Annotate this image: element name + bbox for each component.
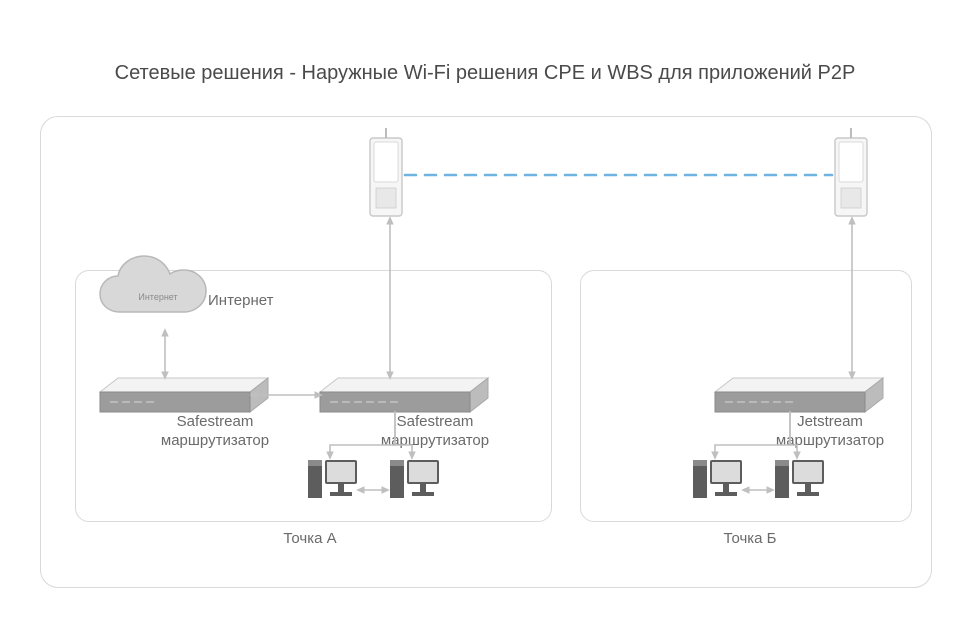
point-a-label: Точка А xyxy=(250,530,370,549)
point-b-box xyxy=(580,270,912,522)
diagram-stage: Сетевые решения - Наружные Wi-Fi решения… xyxy=(0,0,970,619)
router3-label: Jetstream маршрутизатор xyxy=(745,413,915,451)
point-a-box xyxy=(75,270,552,522)
router1-label: Safestream маршрутизатор xyxy=(130,413,300,451)
diagram-title: Сетевые решения - Наружные Wi-Fi решения… xyxy=(0,62,970,85)
point-b-label: Точка Б xyxy=(690,530,810,549)
router2-label: Safestream маршрутизатор xyxy=(350,413,520,451)
internet-label: Интернет xyxy=(208,292,273,311)
